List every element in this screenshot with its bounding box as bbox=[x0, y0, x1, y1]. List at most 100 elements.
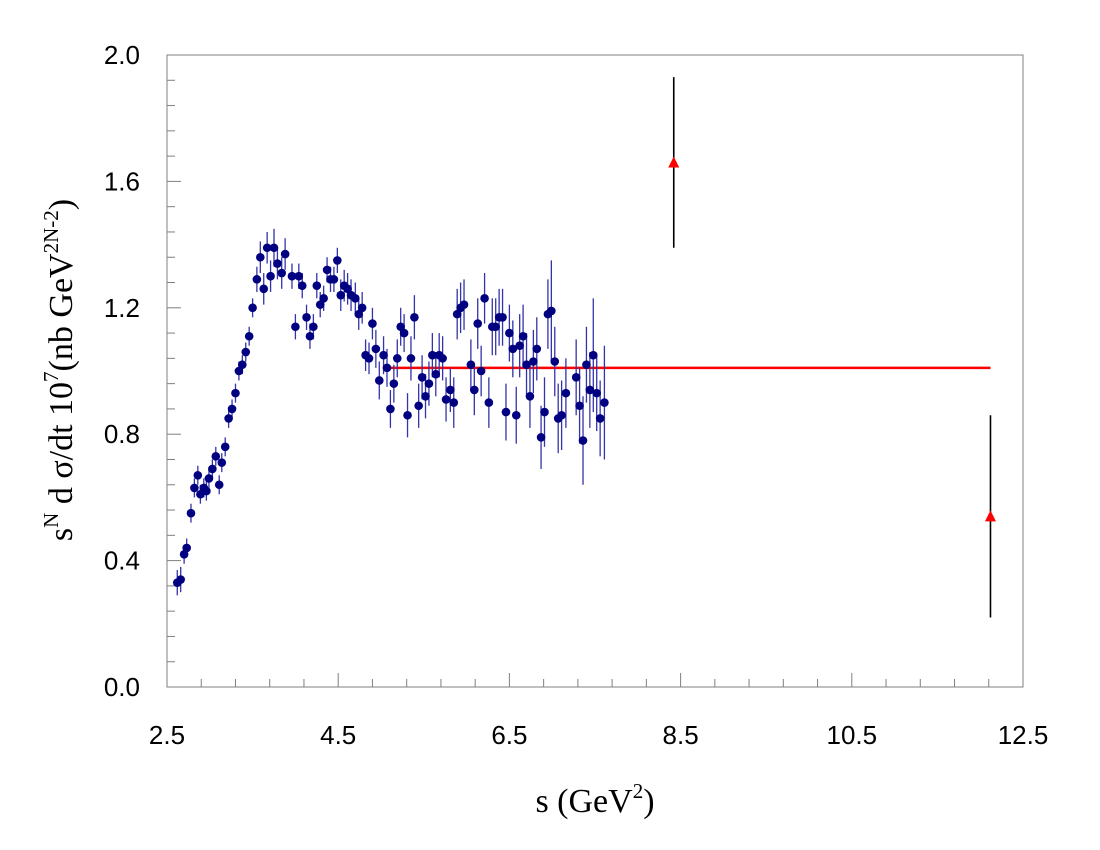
data-point bbox=[315, 300, 325, 309]
x-tick-label: 8.5 bbox=[663, 720, 699, 750]
plot-area bbox=[166, 54, 1024, 688]
data-point bbox=[547, 306, 556, 316]
data-point bbox=[438, 354, 447, 363]
data-point bbox=[309, 322, 318, 332]
data-point bbox=[262, 243, 272, 253]
y-tick-labels: 0.0 0.4 0.8 1.2 1.6 2.0 bbox=[104, 40, 140, 702]
data-point bbox=[186, 508, 196, 518]
data-point bbox=[582, 360, 591, 369]
data-point bbox=[522, 360, 531, 369]
data-point bbox=[266, 271, 275, 281]
data-point bbox=[550, 357, 560, 366]
data-point bbox=[403, 410, 412, 420]
data-point bbox=[421, 391, 430, 401]
data-point bbox=[575, 401, 584, 411]
data-point bbox=[525, 391, 535, 401]
data-point bbox=[406, 354, 416, 363]
data-point bbox=[287, 271, 297, 281]
data-point bbox=[529, 357, 538, 366]
data-point bbox=[592, 388, 602, 398]
data-point bbox=[305, 331, 315, 341]
data-point bbox=[252, 275, 262, 284]
data-point bbox=[470, 385, 479, 395]
data-point bbox=[571, 373, 581, 382]
data-point bbox=[588, 350, 598, 360]
data-point bbox=[291, 322, 300, 332]
data-point bbox=[396, 322, 405, 332]
data-point bbox=[214, 480, 224, 490]
data-point bbox=[357, 303, 367, 313]
data-point bbox=[578, 436, 588, 445]
x-tick-label: 4.5 bbox=[320, 720, 356, 750]
data-point bbox=[557, 410, 566, 420]
data-point bbox=[231, 388, 240, 398]
data-point bbox=[414, 401, 423, 411]
x-axis-title: s (GeV2) bbox=[535, 779, 654, 820]
data-point bbox=[410, 312, 419, 322]
data-point bbox=[452, 309, 462, 319]
data-point bbox=[211, 452, 221, 461]
data-point bbox=[190, 483, 199, 493]
data-point bbox=[505, 328, 514, 338]
data-point bbox=[336, 290, 346, 300]
data-point bbox=[312, 281, 322, 290]
data-point bbox=[208, 464, 217, 474]
data-point bbox=[466, 360, 476, 369]
data-point bbox=[540, 407, 549, 417]
data-point bbox=[238, 360, 247, 369]
y-tick-label: 0.0 bbox=[104, 672, 140, 702]
data-point bbox=[484, 398, 494, 407]
data-point bbox=[202, 486, 211, 496]
data-point bbox=[498, 312, 507, 322]
x-tick-label: 6.5 bbox=[491, 720, 527, 750]
data-point bbox=[280, 249, 290, 259]
triangle-point bbox=[668, 156, 680, 168]
data-point bbox=[473, 319, 483, 328]
data-point bbox=[368, 319, 377, 328]
data-point bbox=[446, 385, 455, 395]
data-point bbox=[322, 265, 332, 275]
data-point bbox=[351, 294, 360, 303]
x-tick-label: 10.5 bbox=[826, 720, 877, 750]
data-point bbox=[297, 281, 307, 290]
y-tick-label: 2.0 bbox=[104, 40, 140, 70]
data-point bbox=[532, 344, 542, 354]
data-point bbox=[244, 331, 254, 341]
data-point bbox=[600, 398, 609, 407]
data-point bbox=[364, 354, 374, 363]
data-point bbox=[518, 331, 528, 341]
y-tick-label: 1.6 bbox=[104, 166, 140, 196]
data-point bbox=[585, 385, 595, 395]
data-point bbox=[501, 407, 511, 417]
x-tick-label: 12.5 bbox=[998, 720, 1049, 750]
data-point bbox=[595, 414, 605, 423]
data-point bbox=[269, 243, 279, 253]
data-point bbox=[193, 470, 203, 480]
data-point bbox=[417, 373, 427, 382]
data-point bbox=[273, 259, 282, 268]
data-point bbox=[392, 354, 402, 363]
data-point bbox=[480, 294, 489, 303]
data-point bbox=[379, 350, 388, 360]
data-point bbox=[386, 404, 395, 414]
x-tick-labels: 2.5 4.5 6.5 8.5 10.5 12.5 bbox=[149, 720, 1048, 750]
data-point bbox=[459, 300, 469, 309]
data-point bbox=[329, 275, 339, 284]
data-point bbox=[536, 433, 546, 442]
data-point bbox=[431, 369, 441, 379]
data-point bbox=[333, 256, 342, 265]
x-tick-label: 2.5 bbox=[149, 720, 185, 750]
data-point bbox=[424, 379, 434, 388]
data-point bbox=[371, 344, 381, 354]
data-point bbox=[234, 366, 244, 376]
data-point bbox=[277, 268, 287, 278]
data-point bbox=[515, 341, 524, 351]
data-point bbox=[241, 347, 251, 357]
data-point bbox=[511, 410, 521, 420]
data-point bbox=[256, 252, 265, 262]
data-point bbox=[449, 398, 459, 407]
data-point bbox=[491, 322, 501, 332]
data-point bbox=[382, 363, 392, 373]
data-point bbox=[294, 271, 304, 281]
